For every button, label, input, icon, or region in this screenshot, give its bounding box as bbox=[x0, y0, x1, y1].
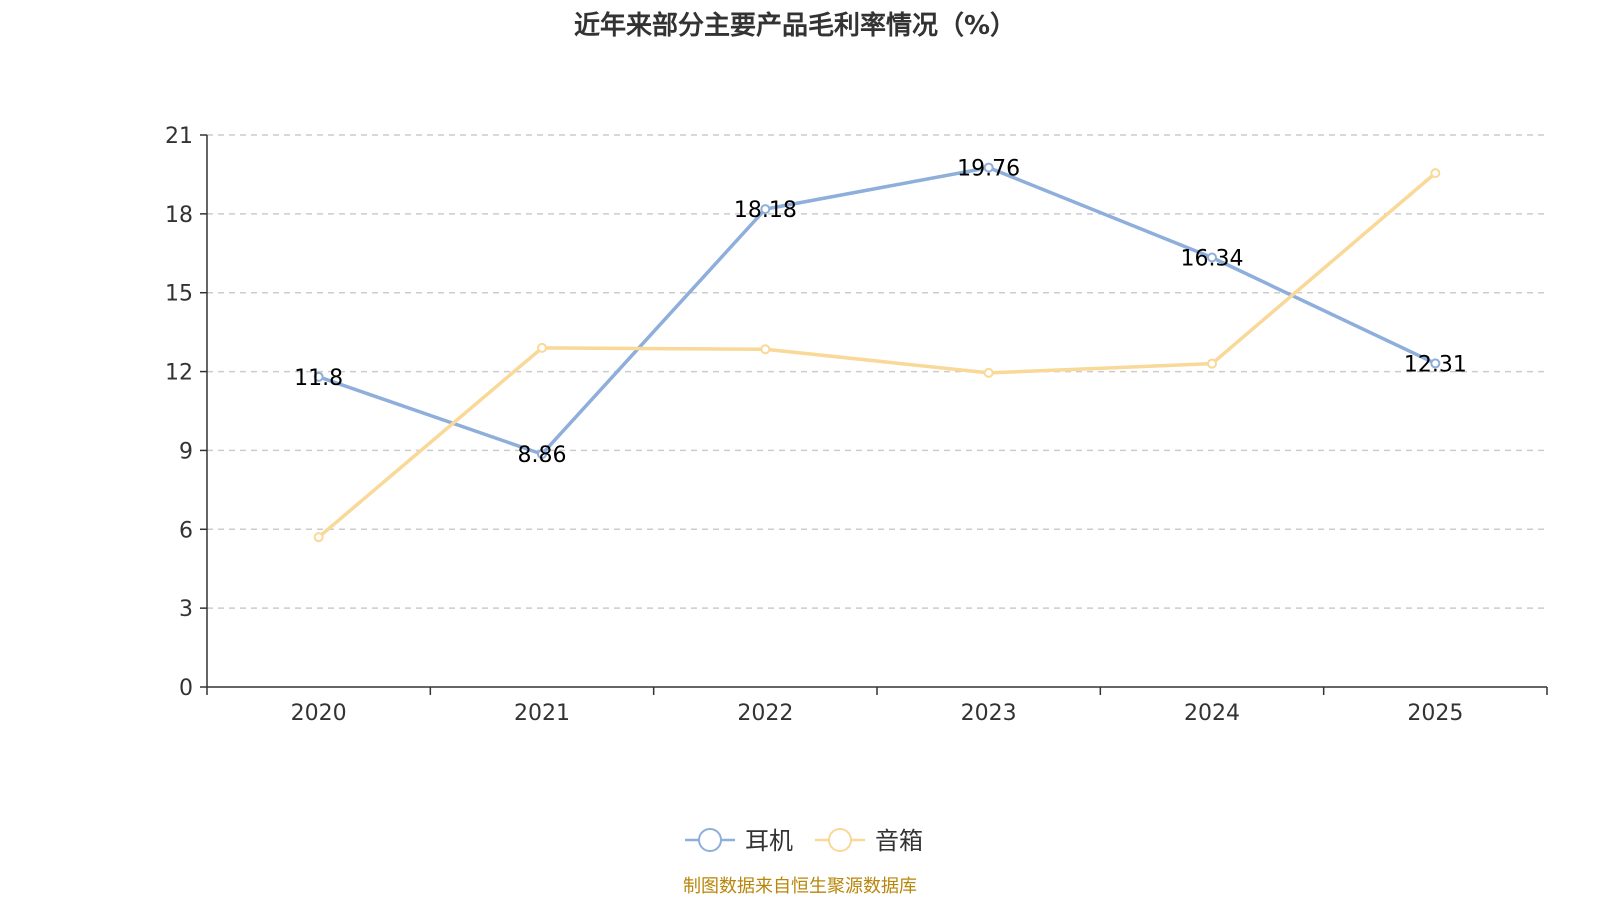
x-tick-label: 2024 bbox=[1184, 701, 1240, 726]
y-tick-label: 18 bbox=[165, 203, 193, 228]
data-point[interactable] bbox=[983, 162, 994, 173]
data-label: 19.76 bbox=[957, 157, 1020, 182]
series-layer bbox=[313, 162, 1441, 543]
data-point[interactable] bbox=[313, 532, 324, 543]
legend-item[interactable]: 音箱 bbox=[815, 827, 923, 855]
legend-label: 耳机 bbox=[745, 827, 793, 855]
y-tick-label: 0 bbox=[179, 676, 193, 701]
data-point[interactable] bbox=[537, 449, 547, 460]
data-label: 11.8 bbox=[294, 366, 343, 391]
source-note: 制图数据来自恒生聚源数据库 bbox=[683, 876, 917, 897]
data-point[interactable] bbox=[760, 344, 771, 355]
data-point[interactable] bbox=[760, 204, 771, 215]
legend-item[interactable]: 耳机 bbox=[685, 827, 793, 855]
x-tick-label: 2020 bbox=[291, 701, 347, 726]
x-tick-label: 2021 bbox=[514, 701, 570, 726]
legend[interactable]: 耳机 音箱 bbox=[685, 827, 923, 855]
data-point[interactable] bbox=[1430, 168, 1441, 179]
data-label: 12.31 bbox=[1404, 352, 1467, 377]
data-point[interactable] bbox=[1207, 252, 1217, 263]
y-tick-label: 6 bbox=[179, 518, 193, 543]
y-tick-label: 21 bbox=[165, 124, 193, 149]
x-tick-label: 2023 bbox=[961, 701, 1017, 726]
axes: 0 3 6 9 12 15 18 21 2020 2021 2022 2023 2024 2025 bbox=[165, 124, 1548, 726]
data-label: 18.18 bbox=[734, 198, 797, 223]
chart-title: 近年来部分主要产品毛利率情况（%） bbox=[574, 10, 1016, 41]
data-label: 16.34 bbox=[1181, 246, 1244, 271]
data-point[interactable] bbox=[313, 371, 324, 382]
legend-label: 音箱 bbox=[875, 827, 923, 855]
legend-marker bbox=[828, 828, 852, 852]
series-line bbox=[317, 171, 1437, 539]
x-tick-label: 2022 bbox=[737, 701, 793, 726]
data-point[interactable] bbox=[1207, 358, 1217, 369]
y-tick-label: 15 bbox=[165, 282, 193, 307]
data-labels: 11.8 8.86 18.18 19.76 16.34 12.31 bbox=[294, 157, 1467, 469]
y-tick-label: 12 bbox=[165, 361, 193, 386]
data-point[interactable] bbox=[1430, 358, 1441, 369]
y-tick-label: 9 bbox=[179, 439, 193, 464]
data-label: 8.86 bbox=[518, 443, 567, 468]
y-tick-label: 3 bbox=[179, 597, 193, 622]
x-tick-label: 2025 bbox=[1407, 701, 1463, 726]
legend-marker bbox=[698, 828, 722, 852]
series-line bbox=[318, 165, 1437, 456]
grid-lines bbox=[207, 134, 1547, 609]
data-point[interactable] bbox=[983, 367, 994, 378]
data-point[interactable] bbox=[537, 342, 547, 353]
